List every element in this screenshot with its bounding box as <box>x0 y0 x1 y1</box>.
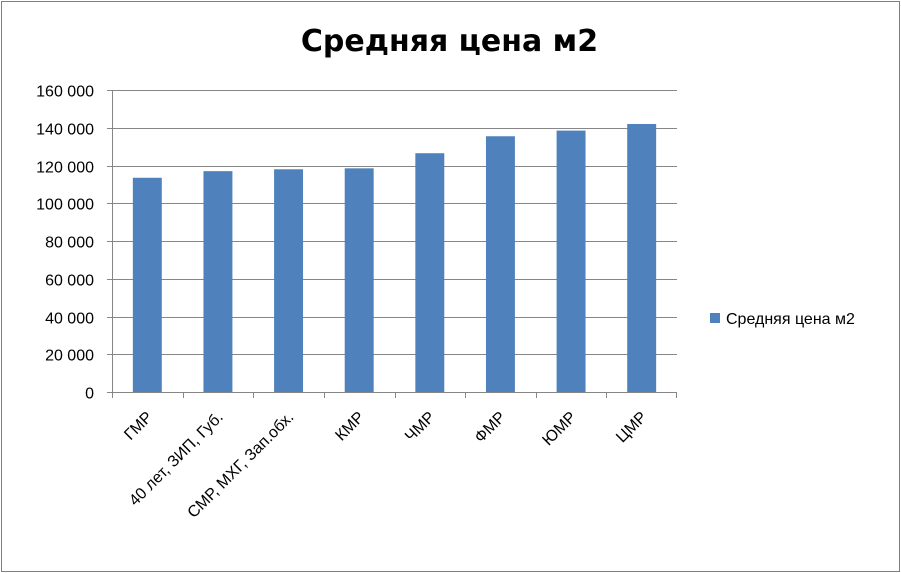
bar <box>627 123 657 392</box>
y-tick-label: 160 000 <box>36 84 94 101</box>
gridlines <box>112 90 677 355</box>
x-category-label: ГМР <box>121 409 156 444</box>
x-category-label: ФМР <box>472 409 510 447</box>
y-tick-label: 120 000 <box>36 160 94 177</box>
y-tick-label: 100 000 <box>36 197 94 214</box>
y-tick-label: 140 000 <box>36 122 94 139</box>
axes <box>107 90 677 398</box>
y-tick-label: 80 000 <box>45 235 94 252</box>
y-tick-label: 20 000 <box>45 348 94 365</box>
bar <box>203 171 233 392</box>
legend-entry-label: Средняя цена м2 <box>726 311 855 328</box>
x-category-label: ЦМР <box>613 409 650 446</box>
y-axis-tick-labels: 0 20 000 40 000 60 000 80 000 100 000 120 000 1… <box>36 84 94 403</box>
bar <box>344 168 374 392</box>
y-tick-label: 40 000 <box>45 311 94 328</box>
x-category-label: КМР <box>332 409 368 445</box>
legend-swatch <box>710 313 720 323</box>
bar <box>274 169 304 392</box>
x-category-label: ЧМР <box>402 409 439 446</box>
bar <box>415 153 445 392</box>
bars <box>132 123 657 393</box>
bar <box>132 177 162 392</box>
chart-title: Средняя цена м2 <box>300 24 599 59</box>
bar <box>485 136 515 392</box>
y-tick-label: 0 <box>85 386 94 403</box>
y-tick-label: 60 000 <box>45 273 94 290</box>
bar <box>556 130 586 393</box>
legend: Средняя цена м2 <box>710 311 855 328</box>
x-category-label: ЮМР <box>539 409 579 449</box>
